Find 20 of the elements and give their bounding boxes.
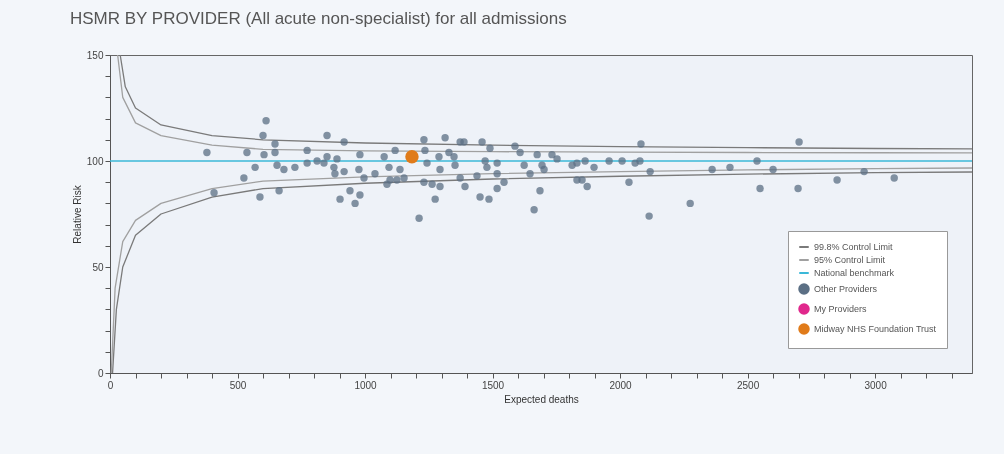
x-axis-title: Expected deaths: [504, 393, 579, 405]
legend-label: National benchmark: [814, 268, 895, 278]
y-tick-label: 100: [86, 155, 104, 167]
x-tick-label: 3000: [864, 379, 888, 391]
x-tick-label: 1500: [481, 379, 505, 391]
x-tick-label: 0: [107, 379, 114, 391]
x-tick-label: 1000: [354, 379, 378, 391]
legend-label: My Providers: [814, 304, 868, 314]
legend-label: 95% Control Limit: [814, 255, 886, 265]
chart-title: HSMR BY PROVIDER (All acute non-specialist) for all admissions: [70, 9, 567, 28]
x-tick-label: 2500: [736, 379, 760, 391]
legend-label: 99.8% Control Limit: [814, 242, 894, 252]
legend-label: Other Providers: [814, 284, 878, 294]
x-tick-label: 500: [229, 379, 247, 391]
y-tick-label: 0: [97, 367, 104, 379]
y-tick-label: 50: [92, 261, 104, 273]
y-tick-label: 150: [86, 49, 104, 61]
y-axis-title: Relative Risk: [71, 184, 83, 244]
legend-label: Midway NHS Foundation Trust: [814, 324, 937, 334]
x-tick-label: 2000: [609, 379, 633, 391]
